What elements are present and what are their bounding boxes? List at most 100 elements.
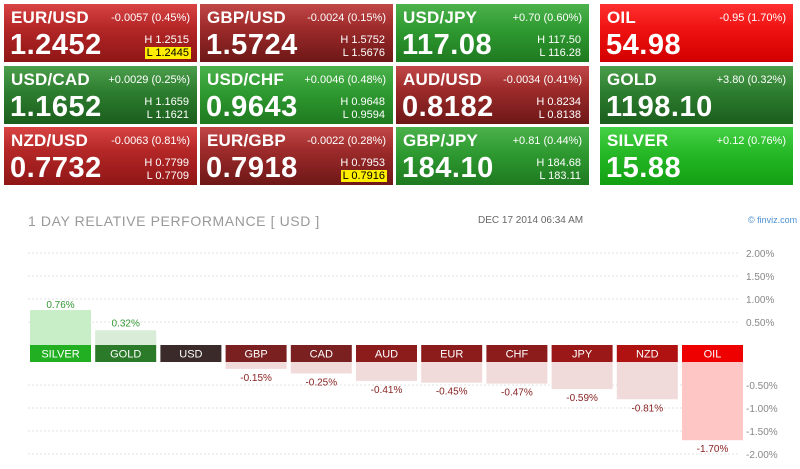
tile-change: +0.81 (0.44%) <box>512 135 582 147</box>
tile-high: H 1.2515 <box>144 34 189 46</box>
tile-price: 1.2452 <box>10 29 102 61</box>
tile-symbol: SILVER <box>607 131 669 150</box>
category-label: JPY <box>572 349 593 361</box>
category-box <box>30 345 91 362</box>
tile-aud-usd[interactable]: AUD/USD -0.0034 (0.41%) 0.8182 H 0.8234 L 0.… <box>396 66 589 124</box>
category-box <box>616 345 678 362</box>
y-tick-label: 1.50% <box>746 272 774 283</box>
tile-change: -0.0063 (0.81%) <box>111 135 190 147</box>
y-tick-label: 0.50% <box>746 318 774 329</box>
tile-low: L 0.9594 <box>342 109 385 121</box>
tile-symbol: NZD/USD <box>11 131 88 150</box>
tile-high: H 184.68 <box>536 157 581 169</box>
category-box <box>95 345 157 362</box>
value-label: -0.81% <box>631 403 663 414</box>
category-box <box>290 345 352 362</box>
tile-price: 1198.10 <box>606 91 713 123</box>
category-label: GOLD <box>110 349 141 361</box>
bar-oil <box>682 362 743 441</box>
value-label: -0.59% <box>566 393 598 404</box>
tile-usd-cad[interactable]: USD/CAD +0.0029 (0.25%) 1.1652 H 1.1659 L 1.… <box>4 66 197 124</box>
category-label: NZD <box>636 349 659 361</box>
tile-symbol: USD/JPY <box>403 8 478 27</box>
tile-price: 184.10 <box>402 152 494 184</box>
finviz-logo[interactable]: © finviz.com <box>748 215 798 225</box>
category-label: SILVER <box>41 349 79 361</box>
value-label: -0.25% <box>305 378 337 389</box>
tile-change: +0.70 (0.60%) <box>512 12 582 24</box>
bar-aud <box>356 362 417 381</box>
bar-gbp <box>225 362 287 369</box>
tile-low: L 0.7916 <box>340 170 387 182</box>
tile-change: -0.0022 (0.28%) <box>307 135 386 147</box>
tile-symbol: GBP/JPY <box>403 131 479 150</box>
tile-low: L 0.8138 <box>538 109 581 121</box>
category-box <box>421 345 483 362</box>
category-label: CHF <box>506 349 529 361</box>
category-box <box>160 345 222 362</box>
tile-price: 54.98 <box>606 29 682 61</box>
tile-change: -0.0057 (0.45%) <box>111 12 190 24</box>
y-tick-label: 1.00% <box>746 295 774 306</box>
tile-price: 0.8182 <box>402 91 494 123</box>
category-box <box>225 345 287 362</box>
category-label: OIL <box>704 349 722 361</box>
tile-change: -0.0024 (0.15%) <box>307 12 386 24</box>
category-box <box>356 345 417 362</box>
value-label: -1.70% <box>697 444 729 455</box>
category-box <box>682 345 743 362</box>
tile-high: H 0.7953 <box>340 157 385 169</box>
tile-price: 0.7732 <box>10 152 102 184</box>
tile-eur-usd[interactable]: EUR/USD -0.0057 (0.45%) 1.2452 H 1.2515 L 1.… <box>4 4 197 62</box>
tile-gbp-jpy[interactable]: GBP/JPY +0.81 (0.44%) 184.10 H 184.68 L 183.… <box>396 127 589 185</box>
tile-symbol: AUD/USD <box>403 70 482 89</box>
bar-cad <box>290 362 352 374</box>
tile-symbol: EUR/USD <box>11 8 89 27</box>
category-label: USD <box>179 349 202 361</box>
tile-high: H 0.7799 <box>144 157 189 169</box>
performance-date: DEC 17 2014 06:34 AM <box>478 215 584 226</box>
tile-oil[interactable]: OIL -0.95 (1.70%) 54.98 <box>600 4 793 62</box>
tile-price: 15.88 <box>606 152 682 184</box>
tile-price: 1.1652 <box>10 91 102 123</box>
value-label: -0.41% <box>371 385 403 396</box>
tile-gbp-usd[interactable]: GBP/USD -0.0024 (0.15%) 1.5724 H 1.5752 L 1.… <box>200 4 393 62</box>
tile-gold[interactable]: GOLD +3.80 (0.32%) 1198.10 <box>600 66 793 124</box>
tile-high: H 0.8234 <box>536 96 581 108</box>
tile-price: 117.08 <box>402 29 493 61</box>
bar-eur <box>421 362 483 383</box>
tile-price: 0.7918 <box>206 152 298 184</box>
tile-change: +0.12 (0.76%) <box>716 135 786 147</box>
bar-nzd <box>616 362 678 400</box>
tile-eur-gbp[interactable]: EUR/GBP -0.0022 (0.28%) 0.7918 H 0.7953 L 0.… <box>200 127 393 185</box>
tile-silver[interactable]: SILVER +0.12 (0.76%) 15.88 <box>600 127 793 185</box>
value-label: -0.15% <box>240 373 272 384</box>
tile-usd-jpy[interactable]: USD/JPY +0.70 (0.60%) 117.08 H 117.50 L 116.… <box>396 4 589 62</box>
tile-symbol: USD/CHF <box>207 70 284 89</box>
y-tick-label: -1.50% <box>746 427 778 438</box>
tile-change: -0.95 (1.70%) <box>719 12 786 24</box>
y-tick-label: -0.50% <box>746 381 778 392</box>
category-label: AUD <box>375 349 398 361</box>
tile-low: L 1.5676 <box>342 47 385 59</box>
value-label: 0.76% <box>46 300 74 311</box>
value-label: -0.47% <box>501 388 533 399</box>
relative-performance-chart: 2.00% 1.50% 1.00% 0.50% -0.50% -1.00% -1.50% -2… <box>28 249 778 461</box>
tile-high: H 1.1659 <box>144 96 189 108</box>
tile-change: +0.0046 (0.48%) <box>304 74 386 86</box>
tile-symbol: USD/CAD <box>11 70 90 89</box>
tile-high: H 1.5752 <box>340 34 385 46</box>
category-box <box>486 345 548 362</box>
tile-price: 0.9643 <box>206 91 298 123</box>
value-label: -0.45% <box>436 387 468 398</box>
category-label: GBP <box>244 349 267 361</box>
bar-gold <box>95 330 157 345</box>
bar-chf <box>486 362 548 384</box>
category-label: EUR <box>440 349 463 361</box>
tile-symbol: GBP/USD <box>207 8 286 27</box>
y-tick-label: -1.00% <box>746 404 778 415</box>
y-tick-label: 2.00% <box>746 249 774 260</box>
tile-usd-chf[interactable]: USD/CHF +0.0046 (0.48%) 0.9643 H 0.9648 L 0.… <box>200 66 393 124</box>
y-tick-label: -2.00% <box>746 450 778 461</box>
tile-nzd-usd[interactable]: NZD/USD -0.0063 (0.81%) 0.7732 H 0.7799 L 0.… <box>4 127 197 185</box>
